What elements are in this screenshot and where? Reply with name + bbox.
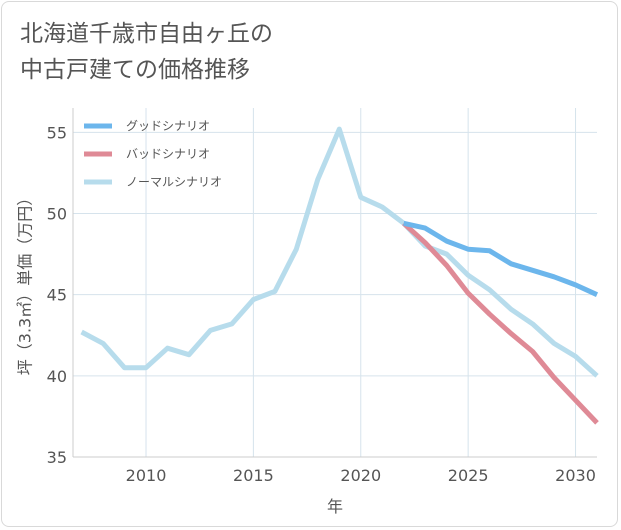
title-line-1: 北海道千歳市自由ヶ丘の	[20, 21, 273, 47]
y-tick-label: 50	[47, 205, 67, 224]
title-line-2: 中古戸建ての価格推移	[20, 57, 250, 83]
grid-lines	[73, 108, 597, 458]
y-tick-label: 55	[47, 123, 67, 142]
series-line-normal	[80, 126, 599, 378]
series-line-bad	[402, 221, 599, 425]
y-tick-label: 45	[47, 286, 67, 305]
y-tick-label: 40	[47, 367, 67, 386]
x-axis-title: 年	[327, 497, 343, 516]
legend-label-normal: ノーマルシナリオ	[126, 175, 222, 189]
y-axis-title: 坪（3.3㎡）単価（万円）	[16, 190, 35, 375]
legend-label-good: グッドシナリオ	[126, 119, 210, 133]
legend-label-bad: バッドシナリオ	[126, 147, 210, 161]
page-title: 北海道千歳市自由ヶ丘の 中古戸建ての価格推移	[20, 16, 273, 88]
x-tick-label: 2025	[448, 466, 489, 485]
series-lines	[80, 126, 599, 425]
axes: 2010 2015 2020 2025 2030 35 40 45 50 55	[47, 108, 597, 485]
x-tick-label: 2030	[555, 466, 596, 485]
y-tick-label: 35	[47, 448, 67, 467]
x-tick-label: 2020	[340, 466, 381, 485]
x-tick-label: 2010	[126, 466, 167, 485]
series-line-good	[403, 220, 599, 297]
x-tick-label: 2015	[233, 466, 274, 485]
